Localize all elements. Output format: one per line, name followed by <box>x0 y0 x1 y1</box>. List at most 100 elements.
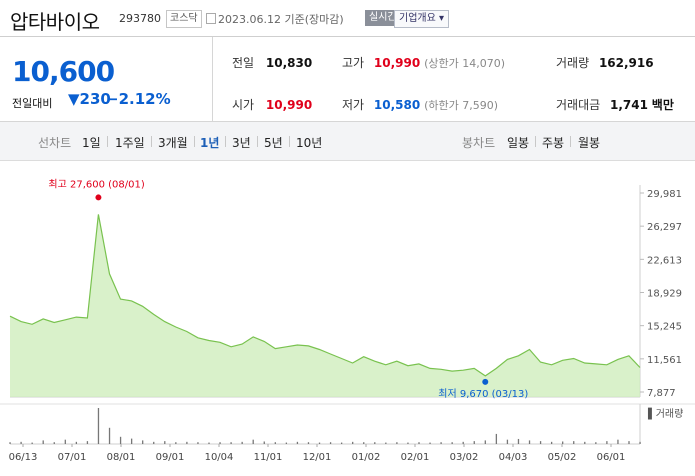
amount-value: 1,741 <box>610 98 648 112</box>
volume-bar <box>64 439 66 444</box>
volume-bar <box>451 442 453 444</box>
volume-bar <box>175 442 177 444</box>
volume-bar <box>639 441 641 444</box>
x-tick-label: 10/04 <box>205 452 234 463</box>
volume-bar <box>252 439 254 444</box>
volume-label: 거래량 <box>556 56 590 70</box>
x-tick-label: 11/01 <box>254 452 283 463</box>
candle-daily[interactable]: 일봉 <box>507 136 530 150</box>
volume-bar <box>296 441 299 444</box>
volume-bar <box>20 441 22 444</box>
base-date: 2023.06.12 기준(장마감) <box>218 13 344 26</box>
period-3m[interactable]: 3개월 <box>158 136 188 150</box>
period-3y[interactable]: 3년 <box>232 136 251 150</box>
volume-bar <box>352 441 354 444</box>
volume-bar <box>285 442 288 444</box>
period-1w[interactable]: 1주일 <box>115 136 145 150</box>
volume-bar <box>484 440 486 444</box>
divider <box>151 136 152 147</box>
volume-bar <box>263 441 265 444</box>
x-tick-label: 01/02 <box>352 452 381 463</box>
volume-bar <box>75 441 78 444</box>
change-amount: 230 <box>79 90 111 108</box>
volume-bar <box>396 442 398 444</box>
min-point <box>482 378 489 385</box>
volume-bar <box>241 441 243 444</box>
period-1y[interactable]: 1년 <box>200 136 220 150</box>
period-10y[interactable]: 10년 <box>296 136 323 150</box>
change-value: ▼230 <box>68 90 111 108</box>
upper-limit: (상한가 14,070) <box>424 57 505 70</box>
low-label: 저가 <box>342 98 365 112</box>
volume-bar <box>628 441 630 444</box>
stock-name: 압타바이오 <box>10 10 100 34</box>
volume-bar <box>318 442 321 444</box>
volume-bar <box>274 442 276 444</box>
divider <box>257 136 258 147</box>
volume-bar <box>407 442 409 444</box>
line-chart-label: 선차트 <box>38 136 72 150</box>
volume-bar <box>550 441 553 444</box>
x-tick-label: 09/01 <box>156 452 185 463</box>
divider <box>570 136 571 147</box>
chevron-down-icon: ▾ <box>439 13 445 24</box>
volume-bar <box>374 442 376 444</box>
market-badge: 코스닥 <box>166 10 202 28</box>
volume-bar <box>153 441 155 444</box>
stock-code: 293780 <box>119 12 161 25</box>
volume-bar <box>164 441 166 444</box>
company-info-dropdown[interactable]: 기업개요 ▾ <box>394 10 450 28</box>
volume-bar <box>429 442 431 444</box>
period-5y[interactable]: 5년 <box>264 136 283 150</box>
volume-bar <box>108 427 111 444</box>
volume-bar <box>340 442 343 444</box>
company-info-label: 기업개요 <box>399 13 436 24</box>
volume-bar <box>53 442 55 444</box>
amount-label: 거래대금 <box>556 98 601 112</box>
y-tick-label: 18,929 <box>647 289 682 300</box>
volume-bar <box>495 433 498 444</box>
divider <box>107 136 108 147</box>
volume-bar <box>9 442 11 444</box>
candle-monthly[interactable]: 월봉 <box>578 136 601 150</box>
volume-bar <box>418 442 420 444</box>
y-tick-label: 26,297 <box>647 222 682 233</box>
x-tick-label: 04/03 <box>499 452 528 463</box>
high-price: 고가 10,990 (상한가 14,070) <box>342 54 505 71</box>
volume-bar <box>208 442 210 444</box>
open-price: 시가 10,990 <box>232 96 312 113</box>
prev-value: 10,830 <box>265 56 313 70</box>
volume-bar <box>197 442 199 444</box>
high-value: 10,990 <box>373 56 421 70</box>
candle-weekly[interactable]: 주봉 <box>542 136 565 150</box>
volume-bar <box>440 442 442 444</box>
period-toolbar: 선차트 1일 1주일 3개월 1년 3년 5년 10년 봉차트 일봉 주봉 월봉 <box>0 122 695 161</box>
volume-bar <box>385 442 387 444</box>
open-label: 시가 <box>232 98 255 112</box>
y-tick-label: 22,613 <box>647 255 682 266</box>
volume-bar <box>517 438 520 444</box>
realtime-button[interactable]: 실시간 <box>365 10 401 26</box>
volume-bar <box>186 441 188 444</box>
volume-bar <box>86 441 89 444</box>
max-label: 최고 27,600 (08/01) <box>48 178 144 190</box>
x-tick-label: 12/01 <box>303 452 332 463</box>
divider <box>225 136 226 147</box>
lower-limit: (하한가 7,590) <box>424 99 498 112</box>
x-tick-label: 02/01 <box>401 452 430 463</box>
period-1d[interactable]: 1일 <box>82 136 101 150</box>
volume-bar <box>142 440 144 444</box>
calendar-icon <box>206 13 216 24</box>
divider <box>194 136 195 147</box>
amount-unit: 백만 <box>651 98 674 112</box>
divider <box>535 136 536 147</box>
x-tick-label: 06/01 <box>597 452 626 463</box>
volume-bar <box>307 442 310 444</box>
volume-value: 162,916 <box>598 56 654 70</box>
candle-chart-label: 봉차트 <box>462 136 496 150</box>
change-label: 전일대비 <box>12 97 53 110</box>
down-triangle-icon: ▼ <box>68 90 80 108</box>
volume-bar <box>539 441 542 444</box>
volume-bar <box>573 441 575 444</box>
